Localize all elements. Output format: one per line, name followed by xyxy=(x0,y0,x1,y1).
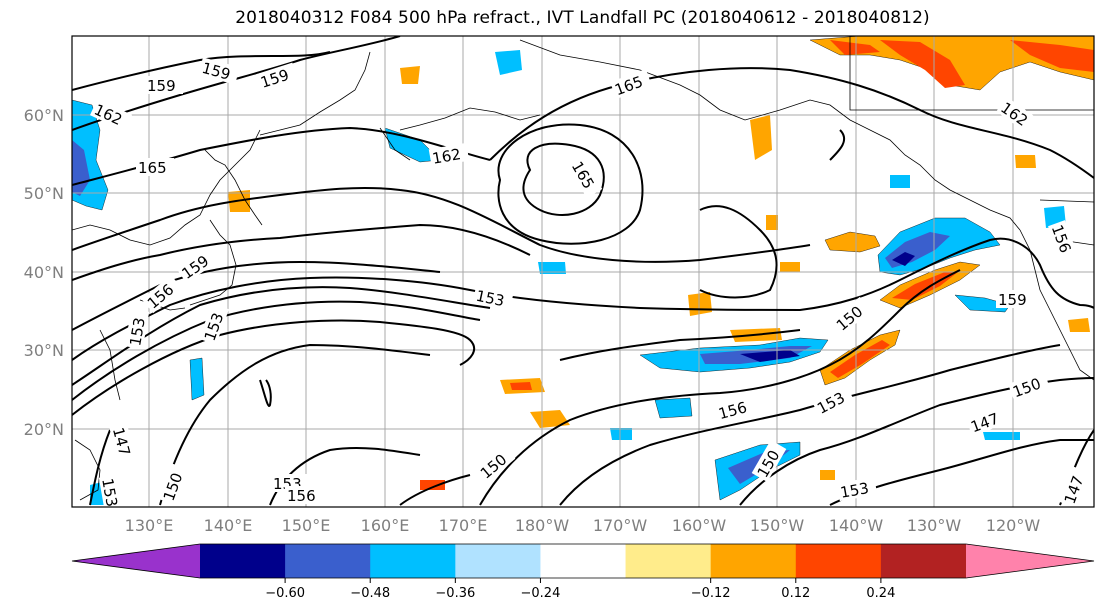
colorbar-tick-label: −0.60 xyxy=(265,586,305,601)
lon-label: 160°W xyxy=(672,516,727,535)
contours xyxy=(72,36,1094,506)
colorbar-extend-low xyxy=(72,544,200,578)
lon-label: 120°W xyxy=(986,516,1041,535)
lon-label: 130°E xyxy=(125,516,174,535)
colorbar-swatch xyxy=(625,544,712,578)
contour-label: 153 xyxy=(98,477,121,508)
colorbar-outline xyxy=(71,543,1095,579)
contour-label: 159 xyxy=(147,77,176,95)
lon-label: 170°W xyxy=(593,516,648,535)
contour-label: 156 xyxy=(287,487,316,505)
colorbar-swatch xyxy=(710,544,797,578)
colorbar-extend-high xyxy=(966,544,1094,578)
contour-label: 162 xyxy=(431,145,462,168)
lon-label: 130°W xyxy=(907,516,962,535)
colorbar-tick-label: −0.12 xyxy=(691,586,731,601)
map-title: 2018040312 F084 500 hPa refract., IVT La… xyxy=(235,8,930,28)
lat-label: 40°N xyxy=(24,263,64,282)
map-frame xyxy=(71,35,1095,508)
colorbar-swatch xyxy=(540,544,627,578)
colorbar-tick-label: −0.48 xyxy=(350,586,390,601)
lon-label: 180°W xyxy=(515,516,570,535)
graticule xyxy=(72,36,1094,507)
lon-label: 150°E xyxy=(282,516,331,535)
contour-label: 165 xyxy=(138,159,167,177)
contour-labels: 159 159 159 162 165 165 162 165 162 159 … xyxy=(89,57,1089,508)
colorbar-swatch xyxy=(285,544,371,578)
colorbar: −0.60 −0.48 −0.36 −0.24 −0.12 0.12 0.24 xyxy=(71,543,1095,601)
colorbar-swatch xyxy=(370,544,456,578)
contour-label: 153 xyxy=(839,479,870,502)
lat-label: 50°N xyxy=(24,184,64,203)
contour-label: 159 xyxy=(998,291,1027,309)
latitude-labels: 60°N 50°N 40°N 30°N 20°N xyxy=(24,106,64,439)
colorbar-swatch xyxy=(880,544,967,578)
colorbar-swatch xyxy=(795,544,882,578)
colorbar-swatch xyxy=(200,544,286,578)
contour-label: 153 xyxy=(474,287,506,311)
lat-label: 60°N xyxy=(24,106,64,125)
lat-label: 20°N xyxy=(24,420,64,439)
colorbar-tick-label: −0.36 xyxy=(435,586,475,601)
lat-label: 30°N xyxy=(24,341,64,360)
colorbar-tick-label: 0.24 xyxy=(866,586,895,601)
colorbar-tick-label: 0.12 xyxy=(781,586,810,601)
lon-label: 170°E xyxy=(439,516,488,535)
colorbar-swatch xyxy=(455,544,541,578)
lon-label: 160°E xyxy=(361,516,410,535)
colorbar-tick-label: −0.24 xyxy=(521,586,561,601)
lon-label: 140°E xyxy=(204,516,253,535)
contour-label: 153 xyxy=(126,316,149,347)
lon-label: 150°W xyxy=(750,516,805,535)
longitude-labels: 130°E 140°E 150°E 160°E 170°E 180°W 170°… xyxy=(125,516,1041,535)
lon-label: 140°W xyxy=(829,516,884,535)
